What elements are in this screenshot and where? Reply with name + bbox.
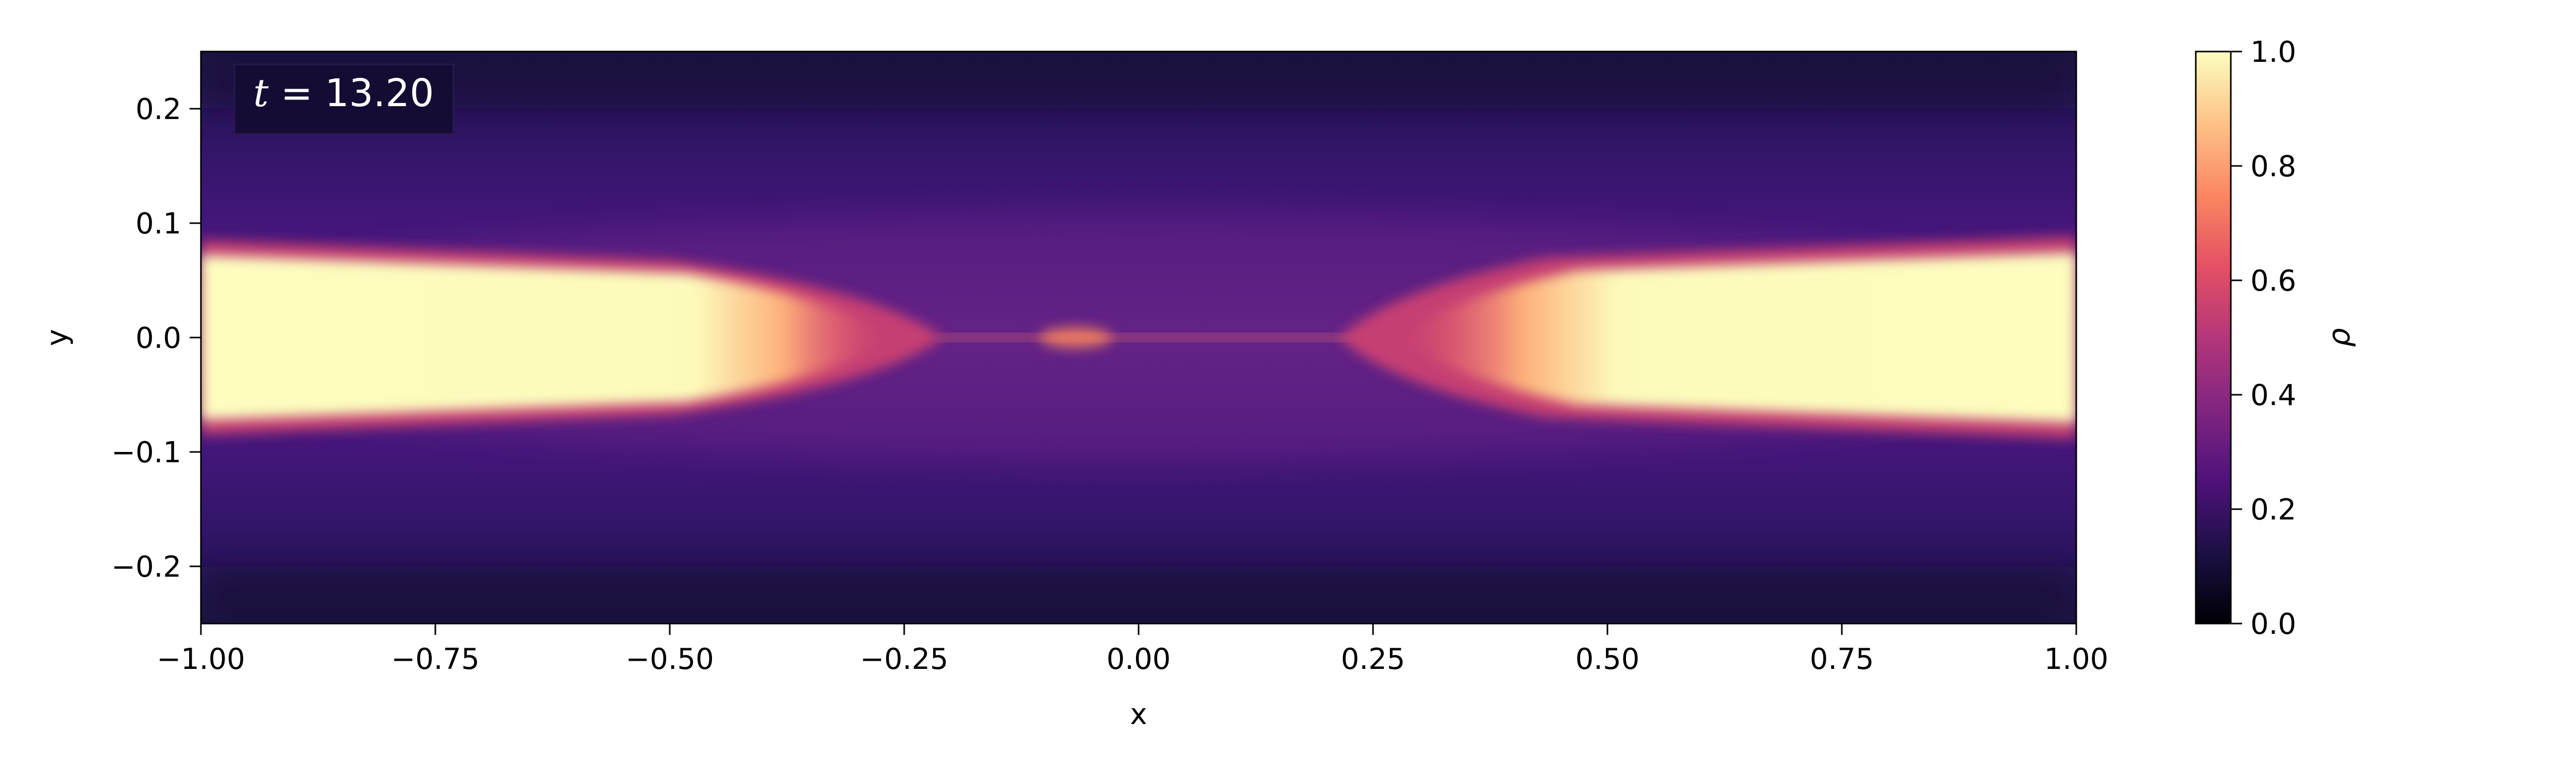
y-axis-ticks: −0.2 −0.1 0.0 0.1 0.2: [111, 93, 201, 584]
x-tick-label: 1.00: [2044, 643, 2109, 676]
x-tick-label: 0.25: [1341, 643, 1405, 676]
y-tick-label: −0.2: [111, 550, 181, 584]
time-symbol: t: [253, 71, 269, 115]
y-axis-label: y: [41, 329, 74, 346]
colorbar-tick-label: 0.6: [2250, 264, 2296, 298]
colorbar-ticks: 0.0 0.2 0.4 0.6 0.8 1.0: [2231, 36, 2296, 641]
current-sheet: [938, 335, 1350, 340]
colorbar-tick-label: 1.0: [2250, 36, 2296, 69]
x-axis-ticks: −1.00 −0.75 −0.50 −0.25 0.00 0.25 0.50 0.75 1.00: [157, 624, 2108, 676]
colorbar-tick-label: 0.2: [2250, 493, 2296, 527]
left-jet-core: [201, 255, 886, 420]
time-equals: =: [268, 71, 325, 115]
x-tick-label: 0.50: [1575, 643, 1640, 676]
time-annotation-box: [233, 63, 454, 135]
right-jet-core: [1401, 253, 2076, 423]
time-annotation: t = 13.20: [233, 63, 454, 135]
y-tick-label: −0.1: [111, 436, 181, 469]
field-dark-band-top: [201, 52, 2076, 108]
x-tick-label: 0.00: [1107, 643, 1171, 676]
y-tick-label: 0.2: [135, 93, 181, 126]
time-value: 13.20: [325, 71, 434, 115]
y-tick-label: 0.0: [135, 322, 181, 355]
colorbar: 0.0 0.2 0.4 0.6 0.8 1.0 ρ: [2195, 36, 2357, 641]
x-axis-label: x: [1130, 698, 1147, 731]
plasmoid: [1040, 327, 1112, 348]
x-tick-label: −0.75: [391, 643, 480, 676]
time-annotation-text: t = 13.20: [253, 71, 434, 115]
colorbar-tick-label: 0.4: [2250, 379, 2296, 412]
x-tick-label: −0.25: [860, 643, 948, 676]
colorbar-tick-label: 0.8: [2250, 150, 2296, 183]
density-field: [201, 52, 2076, 624]
x-tick-label: 0.75: [1810, 643, 1874, 676]
x-tick-label: −0.50: [625, 643, 714, 676]
x-tick-label: −1.00: [157, 643, 245, 676]
field-dark-band-bottom: [201, 567, 2076, 624]
y-tick-label: 0.1: [135, 207, 181, 241]
colorbar-label: ρ: [2321, 328, 2357, 347]
colorbar-tick-label: 0.0: [2250, 608, 2296, 641]
colorbar-scale: [2195, 51, 2232, 625]
